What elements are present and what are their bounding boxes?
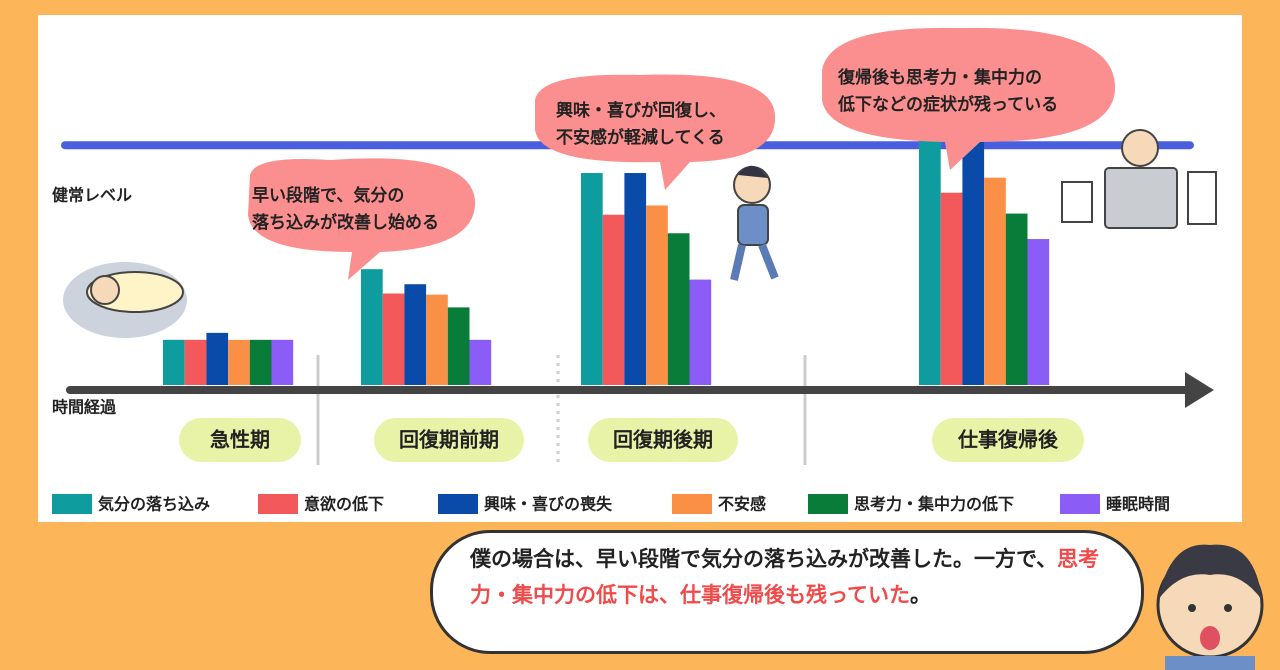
- legend-label: 興味・喜びの喪失: [484, 495, 613, 514]
- bar: [602, 214, 625, 385]
- time-arrow: [1185, 372, 1214, 408]
- bar: [689, 279, 712, 385]
- legend-swatch: [672, 494, 712, 514]
- phase-label: 仕事復帰後: [957, 428, 1059, 452]
- speech-bubble: [430, 530, 1144, 654]
- legend-swatch: [808, 494, 848, 514]
- sleeping-illustration: [63, 262, 187, 338]
- callout-text: 不安感が軽減してくる: [556, 127, 725, 148]
- bar: [404, 284, 427, 385]
- bar: [469, 339, 492, 385]
- phase-pill: [588, 418, 738, 462]
- legend-label: 不安感: [718, 495, 766, 514]
- health-label: 健常レベル: [52, 186, 132, 205]
- bar: [962, 118, 985, 385]
- callout-bubble: [535, 74, 776, 190]
- legend-swatch: [438, 494, 478, 514]
- callout-bubble: [248, 158, 476, 280]
- bar: [1005, 213, 1028, 385]
- bar: [249, 339, 272, 385]
- bar: [382, 293, 405, 385]
- note-highlight: 思考力・集中力の低下は、仕事復帰後も残っていた: [470, 547, 1100, 607]
- callout-text: 復帰後も思考力・集中力の: [837, 67, 1042, 88]
- note-segment: 僕の場合は、早い段階で気分の落ち込みが改善した。一方で、: [470, 547, 1058, 571]
- legend-swatch: [258, 494, 298, 514]
- bar: [271, 339, 294, 385]
- bar: [940, 192, 963, 385]
- callout-text: 興味・喜びが回復し、: [556, 100, 726, 121]
- bar: [426, 294, 448, 385]
- desk-illustration: [1061, 129, 1217, 229]
- note-segment: 。: [909, 583, 931, 607]
- phase-pill: [932, 418, 1084, 462]
- legend-label: 思考力・集中力の低下: [854, 495, 1014, 514]
- bar: [581, 173, 603, 385]
- phase-pill: [374, 418, 524, 462]
- bar: [184, 339, 207, 385]
- phase-label: 回復期後期: [613, 428, 713, 452]
- legend-swatch: [1060, 494, 1100, 514]
- legend-label: 睡眠時間: [1106, 495, 1170, 514]
- bar: [1027, 239, 1050, 385]
- callout-bubble: [822, 27, 1116, 170]
- bar: [919, 125, 941, 386]
- bar: [228, 339, 250, 385]
- boy-illustration: [1156, 544, 1264, 670]
- bar: [447, 307, 470, 385]
- bar: [361, 269, 383, 385]
- walking-illustration: [730, 165, 779, 281]
- bar: [624, 173, 647, 385]
- bar: [646, 205, 668, 385]
- legend-label: 気分の落ち込み: [98, 495, 210, 514]
- phase-pill: [179, 418, 301, 462]
- note-text: 僕の場合は、早い段階で気分の落ち込みが改善した。一方で、思考力・集中力の低下は、…: [470, 541, 1110, 613]
- callout-text: 早い段階で、気分の: [252, 185, 404, 206]
- bar: [206, 332, 229, 385]
- callout-text: 落ち込みが改善し始める: [252, 212, 439, 233]
- callout-text: 低下などの症状が残っている: [837, 94, 1058, 115]
- phase-label: 回復期前期: [399, 428, 499, 452]
- bar: [667, 233, 690, 385]
- bar: [984, 177, 1006, 385]
- legend-label: 意欲の低下: [304, 495, 384, 514]
- legend-swatch: [52, 494, 92, 514]
- bar: [163, 339, 185, 385]
- time-label: 時間経過: [52, 398, 117, 417]
- phase-label: 急性期: [210, 428, 270, 452]
